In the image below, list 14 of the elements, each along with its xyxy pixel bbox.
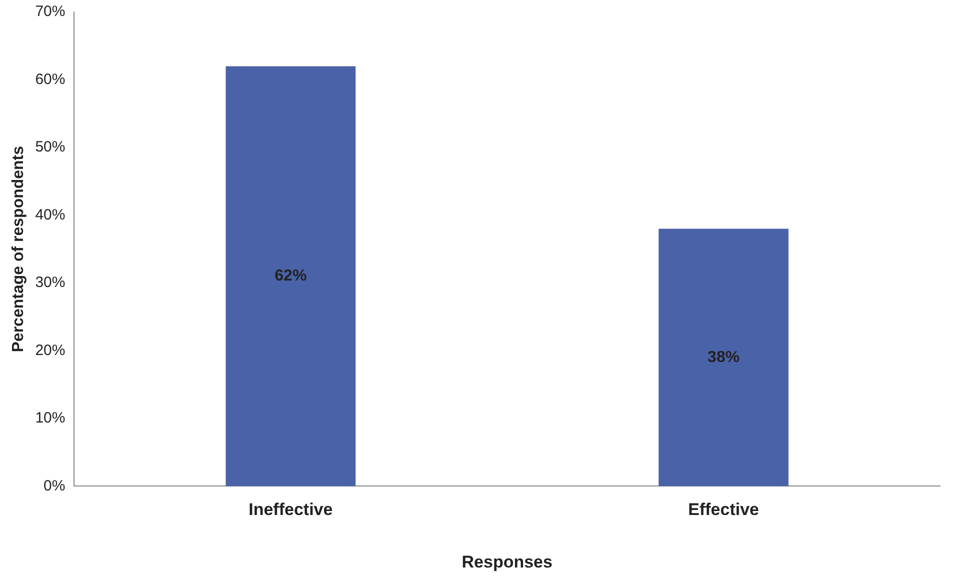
- y-tick-label: 30%: [35, 274, 66, 292]
- y-axis-title: Percentage of respondents: [10, 146, 28, 352]
- y-tick-label: 70%: [35, 3, 66, 20]
- y-tick-label: 10%: [35, 410, 66, 427]
- y-tick-label: 40%: [35, 206, 66, 224]
- x-axis-title: Responses: [462, 552, 552, 572]
- x-tick-label: Ineffective: [248, 500, 333, 520]
- y-tick-label: 60%: [35, 70, 66, 88]
- x-tick-label: Effective: [688, 500, 759, 520]
- y-tick-label: 20%: [35, 342, 66, 359]
- data-label: 62%: [274, 268, 307, 285]
- y-tick-label: 50%: [35, 138, 66, 156]
- data-label: 38%: [708, 348, 740, 366]
- y-tick-label: 0%: [44, 477, 66, 494]
